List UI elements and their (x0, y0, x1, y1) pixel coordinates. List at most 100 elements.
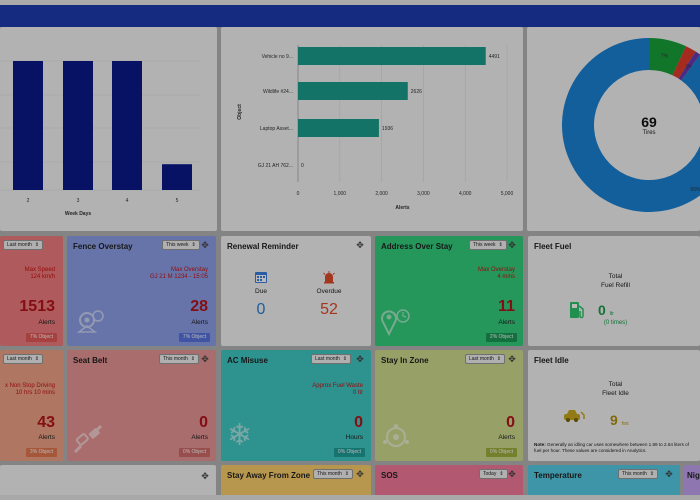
ac-sub2: 0 ltr (352, 390, 363, 396)
obj-y-axis-label: Object (237, 104, 243, 120)
address-badge: 2% Object (485, 333, 517, 342)
ac-value: 0 (354, 414, 363, 431)
seatbelt-filter-label: This month (163, 356, 188, 362)
fleet-idle-note-label: Note: (534, 442, 546, 447)
sos-filter-select[interactable]: Today ⇕ (479, 469, 508, 479)
obj-x-tick-2: 2,000 (375, 191, 388, 197)
obj-value-label-2: 1936 (382, 126, 393, 132)
address-overstay-card[interactable]: Address Over Stay This week ⇕ ✥ Max Overs… (375, 236, 523, 346)
obj-x-tick-4: 4,000 (459, 191, 472, 197)
stayzone-badge: 0% Object (485, 448, 517, 457)
move-handle-icon[interactable]: ✥ (201, 471, 209, 481)
move-handle-icon[interactable]: ✥ (201, 240, 209, 250)
stay-in-zone-card[interactable]: Stay In Zone Last month ⇕ ✥ 0 Alerts 0% O… (375, 350, 523, 461)
obj-x-tick-1: 1,000 (334, 191, 347, 197)
move-handle-icon[interactable]: ✥ (356, 240, 364, 250)
sos-filter-label: Today (483, 471, 497, 477)
stay-away-zone-card[interactable]: Stay Away From Zone This month ⇕ ✥ (221, 465, 371, 500)
fence-sub1: Max Overstay (170, 267, 208, 273)
move-handle-icon[interactable]: ✥ (356, 469, 364, 479)
renewal-overdue-label: Overdue (316, 288, 342, 295)
week-bar-2 (13, 61, 43, 190)
fleet-idle-card[interactable]: Fleet Idle Total Fleet Idle 9 hrs Note: … (528, 350, 700, 461)
night-card[interactable]: Nig (684, 465, 700, 500)
obj-x-tick-0: 0 (297, 191, 300, 197)
fence-unit: Alerts (191, 319, 208, 326)
away-filter-select[interactable]: This month ⇕ (313, 469, 353, 479)
tires-center-value: 69 (641, 114, 657, 130)
ac-misuse-card[interactable]: AC Misuse Last month ⇕ ✥ Approx Fuel Wast… (221, 350, 371, 461)
obj-category-label-2: Laptop Asset... (260, 126, 293, 132)
overspeed-card[interactable]: Last month ⇕ Max Speed 124 km/h 1513 Aler… (0, 236, 63, 346)
move-handle-icon[interactable]: ✥ (508, 354, 516, 364)
obj-x-tick-5: 5,000 (501, 191, 514, 197)
nonstop-badge: 3% Object (25, 448, 57, 457)
week-tick-4: 4 (126, 198, 129, 204)
tires-donut-chart: 7% 2% 90% (562, 38, 700, 212)
overspeed-filter-label: Last month (7, 242, 32, 248)
obj-category-label-0: Vehicle no 9... (262, 54, 293, 60)
ac-badge: 0% Object (333, 448, 365, 457)
fleet-fuel-value-number: 0 (598, 302, 606, 318)
move-handle-icon[interactable]: ✥ (508, 240, 516, 250)
temp-filter-label: This month (622, 471, 647, 477)
address-unit: Alerts (498, 319, 515, 326)
move-handle-icon[interactable]: ✥ (356, 354, 364, 364)
ac-filter-select[interactable]: Last month ⇕ (311, 354, 351, 364)
overspeed-sub2: 124 km/h (30, 274, 55, 280)
fleet-fuel-times: (0 times) (603, 320, 628, 326)
seat-belt-buckle-icon (73, 424, 103, 454)
tires-slice-label-2: 2% (685, 64, 693, 70)
stayzone-filter-label: Last month (469, 356, 494, 362)
seat-belt-card[interactable]: Seat Belt This month ⇕ ✥ 0 Alerts 0% Obje… (67, 350, 216, 461)
select-arrow-icon: ⇕ (34, 242, 39, 248)
address-filter-select[interactable]: This week ⇕ (469, 240, 507, 250)
week-x-axis-label: Week Days (65, 211, 92, 217)
blank-card-bottom-left[interactable]: ✥ (0, 465, 216, 500)
obj-value-label-0: 4491 (489, 54, 500, 60)
ac-sub1: Approx Fuel Waste (312, 383, 363, 389)
obj-category-label-3: GJ 21 AH 762... (258, 163, 293, 169)
move-handle-icon[interactable]: ✥ (665, 469, 673, 479)
nonstop-driving-card[interactable]: Last month ⇕ x Non Stop Driving 10 hrs 10… (0, 350, 63, 461)
renewal-reminder-title: Renewal Reminder (227, 242, 299, 251)
seatbelt-unit: Alerts (191, 434, 208, 441)
away-filter-label: This month (317, 471, 342, 477)
renewal-overdue-value: 52 (320, 301, 338, 318)
fleet-idle-value-number: 9 (610, 412, 618, 428)
bottom-scroll-edge (0, 495, 700, 500)
fence-filter-select[interactable]: This week ⇕ (162, 240, 200, 250)
fence-value: 28 (190, 298, 208, 315)
stayzone-unit: Alerts (498, 434, 515, 441)
temperature-title: Temperature (534, 471, 582, 480)
snowflake-icon: ❄ (227, 419, 253, 452)
tires-slice-label-0: 7% (661, 54, 669, 60)
select-arrow-icon: ⇕ (342, 356, 347, 362)
fleet-idle-line1: Total (608, 381, 623, 388)
address-overstay-title: Address Over Stay (381, 242, 453, 251)
siren-icon (323, 271, 335, 284)
seatbelt-filter-select[interactable]: This month ⇕ (159, 354, 199, 364)
stayzone-filter-select[interactable]: Last month ⇕ (465, 354, 505, 364)
fleet-idle-title: Fleet Idle (534, 356, 569, 365)
stay-in-zone-title: Stay In Zone (381, 356, 429, 365)
temp-filter-select[interactable]: This month ⇕ (618, 469, 658, 479)
temperature-card[interactable]: Temperature This month ⇕ ✥ (528, 465, 680, 500)
move-handle-icon[interactable]: ✥ (508, 469, 516, 479)
select-arrow-icon: ⇕ (499, 471, 504, 477)
sos-card[interactable]: SOS Today ⇕ ✥ (375, 465, 523, 500)
fleet-idle-note-text: Generally an idling car uses somewhere b… (534, 442, 690, 453)
week-days-chart-panel: 2 3 4 5 Week Days (0, 27, 217, 231)
fence-overstay-card[interactable]: Fence Overstay This week ⇕ ✥ Max Overstay… (67, 236, 216, 346)
obj-value-label-1: 2626 (411, 89, 422, 95)
overspeed-filter-select[interactable]: Last month ⇕ (3, 240, 43, 250)
renewal-due-value: 0 (256, 301, 266, 318)
nonstop-filter-label: Last month (7, 356, 32, 362)
top-navigation-bar (0, 0, 700, 27)
fleet-fuel-card[interactable]: Fleet Fuel Total Fuel Refill 0 ltr (0 ti… (528, 236, 700, 346)
renewal-reminder-card[interactable]: Renewal Reminder ✥ Due Overdue 0 52 (221, 236, 371, 346)
move-handle-icon[interactable]: ✥ (201, 354, 209, 364)
fence-overstay-title: Fence Overstay (73, 242, 133, 251)
obj-bar-0 (298, 47, 486, 65)
nonstop-filter-select[interactable]: Last month ⇕ (3, 354, 43, 364)
